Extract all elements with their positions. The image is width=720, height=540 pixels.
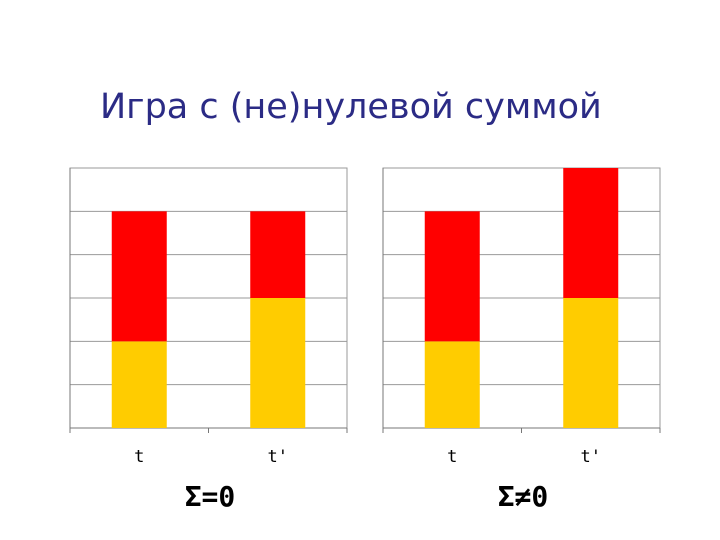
sum-label: Σ=0 <box>185 480 236 513</box>
sum-label: Σ≠0 <box>498 480 549 513</box>
bar-segment <box>111 341 167 428</box>
x-tick-label: t <box>447 447 457 467</box>
bar-segment <box>111 211 167 342</box>
x-tick-label: t' <box>268 447 288 467</box>
bar-segment <box>250 298 306 428</box>
x-tick-label: t' <box>581 447 601 467</box>
bar-segment <box>424 211 480 342</box>
x-tick-label: t <box>134 447 144 467</box>
slide-title: Игра с (не)нулевой суммой <box>100 87 602 127</box>
bar-segment <box>563 168 619 298</box>
bar-segment <box>250 211 306 298</box>
bar-segment <box>563 298 619 428</box>
bar-segment <box>424 341 480 428</box>
